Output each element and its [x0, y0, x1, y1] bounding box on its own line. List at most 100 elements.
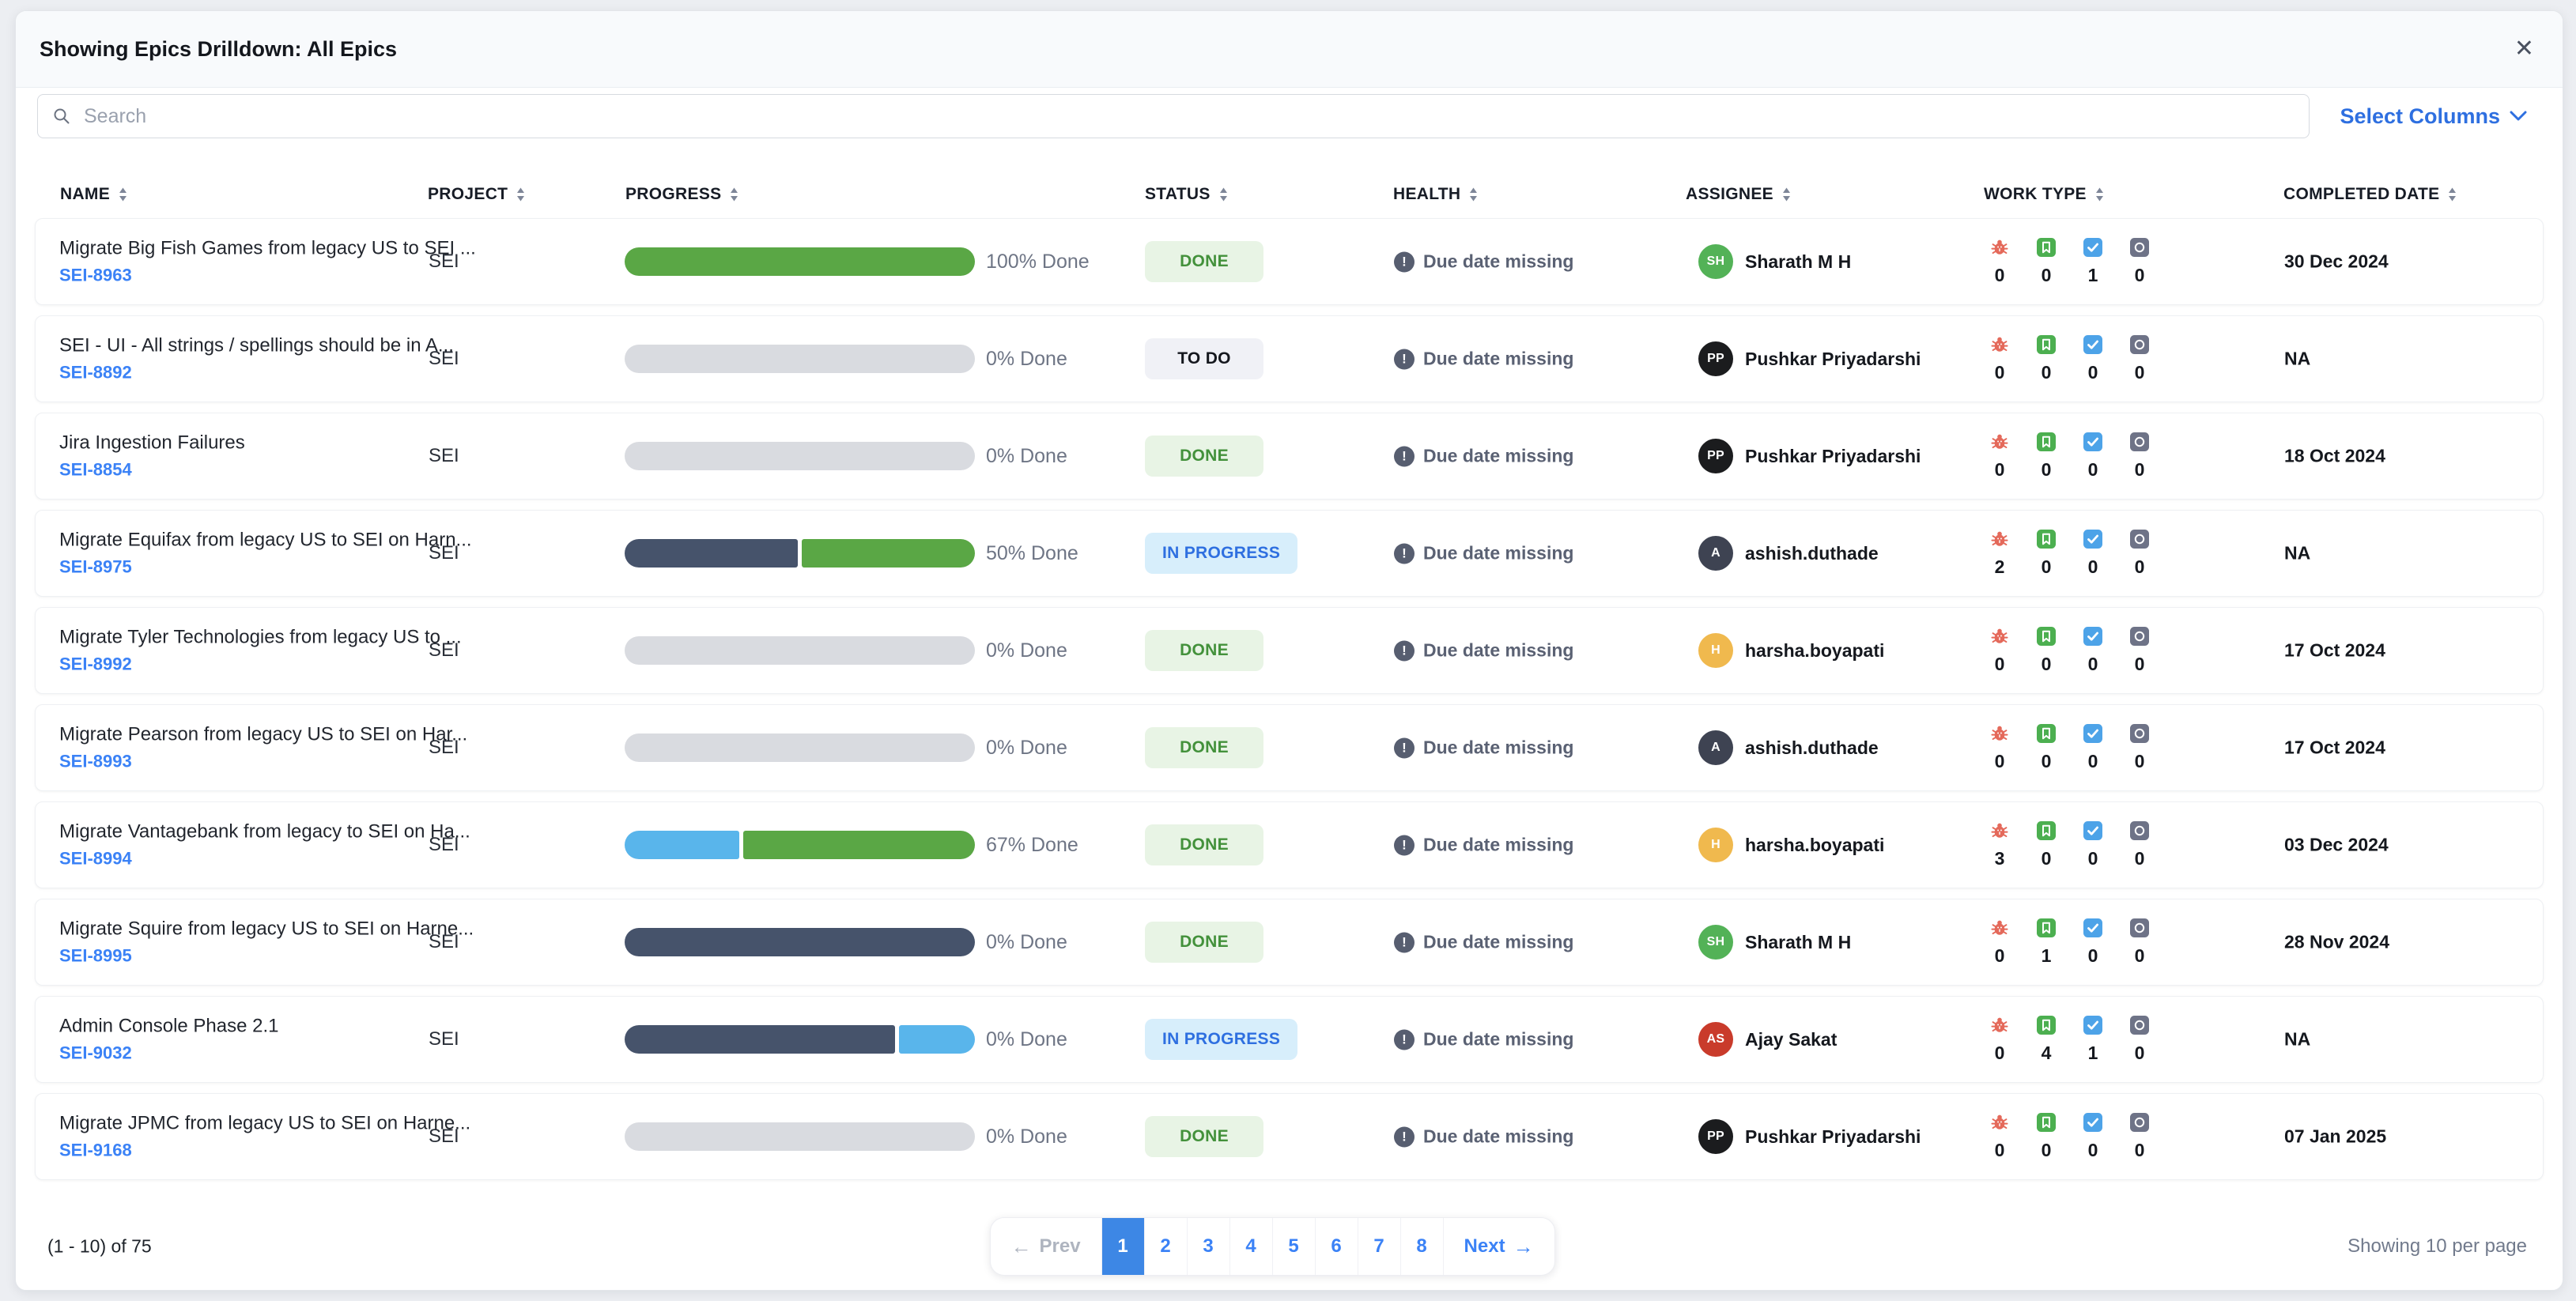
task-icon — [2083, 627, 2102, 646]
column-header-label: WORK TYPE — [1984, 185, 2087, 203]
prev-page-button[interactable]: ← Prev — [1010, 1234, 1081, 1258]
status-badge: DONE — [1145, 727, 1263, 768]
status-badge: DONE — [1145, 824, 1263, 865]
table-row: Migrate Big Fish Games from legacy US to… — [35, 218, 2544, 305]
epic-id-link[interactable]: SEI-8992 — [59, 654, 132, 674]
progress-cell: 100% Done — [625, 247, 1090, 276]
epic-id-link[interactable]: SEI-9032 — [59, 1043, 132, 1063]
name-cell: SEI - UI - All strings / spellings shoul… — [59, 335, 454, 383]
page-button-7[interactable]: 7 — [1357, 1218, 1400, 1275]
page-button-5[interactable]: 5 — [1271, 1218, 1315, 1275]
title-bar: Showing Epics Drilldown: All Epics ✕ — [16, 11, 2563, 88]
assignee-name: harsha.boyapati — [1745, 639, 1885, 661]
column-header-status[interactable]: STATUS — [1145, 175, 1229, 213]
status-badge: IN PROGRESS — [1145, 533, 1298, 574]
warning-icon: ! — [1394, 446, 1415, 466]
epic-name: Migrate Equifax from legacy US to SEI on… — [59, 529, 472, 551]
progress-cell: 67% Done — [625, 831, 1078, 859]
search-box[interactable] — [37, 94, 2310, 138]
page-button-8[interactable]: 8 — [1399, 1218, 1443, 1275]
next-page-button[interactable]: Next → — [1442, 1218, 1554, 1275]
worktype-story-cell: 0 — [2024, 820, 2068, 869]
epic-id-link[interactable]: SEI-8892 — [59, 362, 132, 383]
epic-id-link[interactable]: SEI-9168 — [59, 1140, 132, 1160]
bug-icon — [1991, 920, 2008, 935]
story-icon — [2037, 627, 2056, 646]
worktype-count: 1 — [2041, 945, 2052, 966]
epic-id-link[interactable]: SEI-8995 — [59, 945, 132, 966]
worktype-count: 0 — [2041, 265, 2052, 285]
worktype-count: 0 — [2041, 751, 2052, 771]
epic-id-link[interactable]: SEI-8963 — [59, 265, 132, 285]
table-row: Jira Ingestion Failures SEI-8854 SEI 0% Don… — [35, 413, 2544, 500]
column-header-project[interactable]: PROJECT — [428, 175, 526, 213]
task-icon — [2083, 724, 2102, 743]
search-input[interactable] — [82, 104, 2295, 129]
progress-cell: 0% Done — [625, 733, 1067, 762]
progress-cell: 0% Done — [625, 345, 1067, 373]
worktype-other-cell: 0 — [2117, 432, 2162, 481]
avatar: SH — [1698, 925, 1733, 960]
page-button-6[interactable]: 6 — [1314, 1218, 1358, 1275]
column-header-progress[interactable]: PROGRESS — [625, 175, 739, 213]
status-badge: DONE — [1145, 436, 1263, 477]
name-cell: Migrate Vantagebank from legacy to SEI o… — [59, 821, 470, 869]
worktype-task-cell: 1 — [2071, 237, 2115, 286]
project-cell: SEI — [429, 639, 459, 661]
worktype-task-cell: 0 — [2071, 918, 2115, 967]
assignee-name: harsha.boyapati — [1745, 834, 1885, 855]
close-icon[interactable]: ✕ — [2514, 36, 2534, 62]
worktype-story-cell: 1 — [2024, 918, 2068, 967]
worktype-bug-cell: 3 — [1977, 820, 2022, 869]
name-cell: Migrate JPMC from legacy US to SEI on Ha… — [59, 1113, 470, 1161]
worktype-other-cell: 0 — [2117, 237, 2162, 286]
table-row: SEI - UI - All strings / spellings shoul… — [35, 315, 2544, 402]
assignee-name: Pushkar Priyadarshi — [1745, 1126, 1921, 1147]
health-label: Due date missing — [1423, 251, 1574, 272]
epic-id-link[interactable]: SEI-8994 — [59, 848, 132, 869]
progress-segment — [625, 247, 975, 276]
progress-segment — [802, 539, 975, 568]
progress-cell: 0% Done — [625, 1025, 1067, 1054]
completed-date-cell: NA — [2284, 1028, 2311, 1050]
worktype-count: 0 — [2134, 1140, 2145, 1160]
select-columns-button[interactable]: Select Columns — [2340, 104, 2527, 129]
health-label: Due date missing — [1423, 931, 1574, 952]
completed-date-cell: NA — [2284, 542, 2311, 564]
worktype-task-cell: 0 — [2071, 820, 2115, 869]
worktype-count: 0 — [2087, 459, 2098, 480]
story-icon — [2037, 821, 2056, 840]
other-icon — [2130, 627, 2149, 646]
bug-icon — [1991, 1017, 2008, 1032]
column-header-health[interactable]: HEALTH — [1393, 175, 1479, 213]
column-header-completed-date[interactable]: COMPLETED DATE — [2283, 175, 2457, 213]
table-footer: (1 - 10) of 75 ← Prev 1 2 3 4 5 6 7 8 Next → Showin… — [16, 1216, 2563, 1277]
epic-id-link[interactable]: SEI-8993 — [59, 751, 132, 771]
page-button-2[interactable]: 2 — [1143, 1218, 1187, 1275]
pagination: ← Prev 1 2 3 4 5 6 7 8 Next → — [989, 1217, 1555, 1276]
page-button-3[interactable]: 3 — [1186, 1218, 1229, 1275]
warning-icon: ! — [1394, 349, 1415, 369]
column-header-worktype[interactable]: WORK TYPE — [1984, 175, 2105, 213]
bug-icon — [1991, 531, 2008, 546]
page-button-1[interactable]: 1 — [1101, 1218, 1144, 1275]
project-cell: SEI — [429, 834, 459, 855]
other-icon — [2130, 238, 2149, 257]
worktype-count: 0 — [2134, 265, 2145, 285]
epic-id-link[interactable]: SEI-8975 — [59, 556, 132, 577]
progress-label: 0% Done — [986, 639, 1067, 662]
worktype-count: 0 — [2134, 848, 2145, 869]
progress-bar — [625, 831, 975, 859]
health-cell: ! Due date missing — [1394, 349, 1573, 370]
warning-icon: ! — [1394, 737, 1415, 758]
worktype-task-cell: 0 — [2071, 432, 2115, 481]
column-header-label: HEALTH — [1393, 185, 1461, 203]
project-cell: SEI — [429, 542, 459, 564]
page-button-4[interactable]: 4 — [1229, 1218, 1272, 1275]
column-header-name[interactable]: NAME — [60, 175, 128, 213]
worktype-other-cell: 0 — [2117, 334, 2162, 383]
story-icon — [2037, 238, 2056, 257]
progress-bar — [625, 345, 975, 373]
epic-id-link[interactable]: SEI-8854 — [59, 459, 132, 480]
column-header-assignee[interactable]: ASSIGNEE — [1686, 175, 1792, 213]
